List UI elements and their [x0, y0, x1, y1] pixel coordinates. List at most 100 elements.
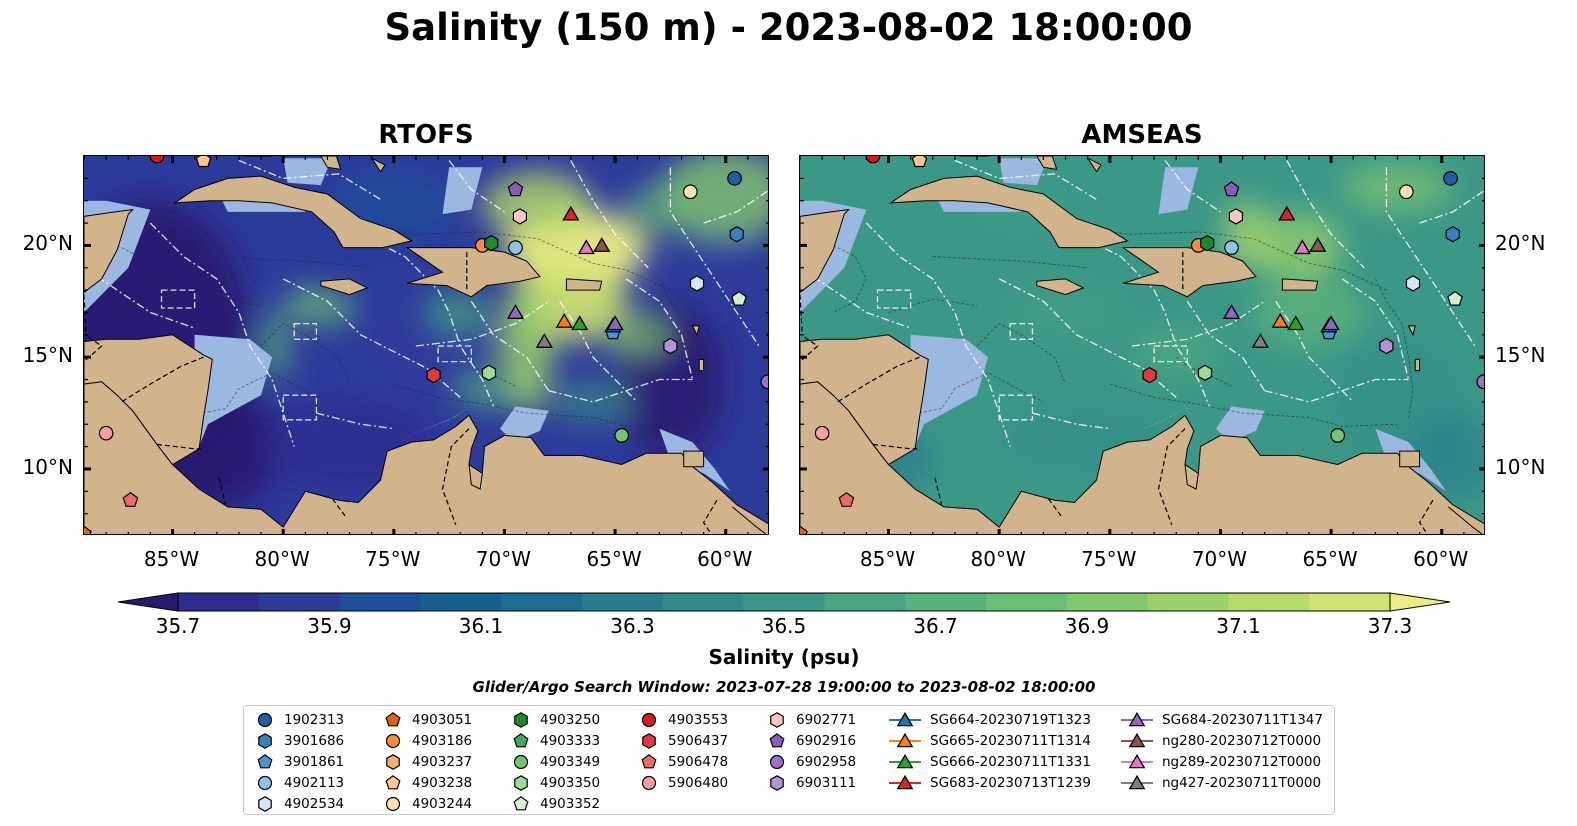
legend-item: 5906437 [638, 730, 728, 751]
land-polygon [800, 208, 851, 294]
legend-marker-icon [385, 733, 401, 748]
country-border [218, 477, 227, 505]
colorbar-extend-low [118, 592, 179, 612]
legend-marker-icon [770, 774, 784, 791]
legend-item: 3901861 [254, 751, 344, 772]
legend-label: 4903349 [540, 753, 601, 770]
legend-label: 4903553 [668, 711, 729, 728]
marker-4903553 [149, 156, 165, 164]
eez-boundary [1186, 300, 1266, 392]
legend-item: 4902534 [254, 793, 344, 814]
eez-boundary [1341, 278, 1410, 380]
legend-item: 4903553 [638, 709, 728, 730]
eez-boundary [998, 394, 1034, 421]
legend-item: 4903237 [382, 751, 472, 772]
marker-1902313 [727, 171, 742, 186]
legend-item: 4902113 [254, 772, 344, 793]
shelf-area [194, 334, 273, 447]
marker-4903350 [1197, 364, 1213, 381]
legend-label: 5906437 [668, 732, 729, 749]
lon-tick-label: 85°W [143, 547, 200, 571]
legend-item: 4903244 [382, 793, 472, 814]
marker-5906437 [1142, 366, 1157, 384]
legend-marker-icon [769, 754, 785, 769]
colorbar-tick-label: 35.7 [155, 614, 201, 638]
coastline [1448, 506, 1482, 534]
legend-marker-icon [1121, 753, 1153, 768]
colorbar-segment [582, 593, 664, 611]
legend-item: SG665-20230711T1314 [888, 730, 1091, 751]
lat-tick-label: 20°N [1495, 231, 1546, 256]
marker-4902534 [1405, 275, 1421, 292]
panel-title-rtofs: RTOFS [378, 120, 474, 150]
land-polygon [405, 247, 541, 298]
marker-6903111 [1379, 337, 1394, 355]
legend-item: SG683-20230713T1239 [888, 772, 1091, 793]
marker-5906437 [426, 366, 441, 384]
legend-item: 6902771 [766, 709, 856, 730]
legend-item: SG666-20230711T1331 [888, 751, 1091, 772]
lon-tick-label: 60°W [1413, 547, 1469, 571]
legend-label: 4903238 [412, 774, 473, 791]
legend-label: ng289-20230712T0000 [1162, 753, 1322, 770]
marker-4903238 [911, 156, 928, 168]
marker-SG665-20230711T1314 [1271, 313, 1289, 328]
marker-4903352 [731, 290, 747, 306]
legend-label: SG664-20230719T1323 [930, 711, 1091, 728]
legend-item: 4903333 [510, 730, 600, 751]
legend-marker-icon [514, 711, 528, 728]
map-canvas [800, 156, 1484, 534]
legend-marker-icon [258, 795, 272, 812]
country-border [1047, 497, 1062, 517]
colorbar-segment [824, 593, 906, 611]
marker-ng280-20230712T0000 [593, 237, 611, 252]
country-border [934, 477, 943, 505]
salinity-anomaly [1010, 290, 1121, 335]
marker-3901686 [1445, 226, 1460, 243]
legend-label: 4903237 [412, 753, 473, 770]
marker-6902771 [512, 208, 527, 225]
marker-4903352 [1447, 290, 1463, 306]
salinity-anomaly [427, 290, 494, 335]
legend: 1902313 3901686 3901861 4902113 4902534 49030… [243, 705, 1335, 815]
eez-boundary [1286, 160, 1365, 269]
land-polygon [800, 381, 1484, 534]
legend-item: 6902916 [766, 730, 856, 751]
lon-tick-label: 75°W [1081, 547, 1137, 571]
marker-4903244 [682, 184, 698, 200]
colorbar-segment [1147, 593, 1229, 611]
map-panel-rtofs [83, 155, 769, 535]
eez-boundary [570, 160, 649, 269]
colorbar-segment [743, 593, 825, 611]
legend-marker-icon [889, 774, 921, 789]
land-polygon [370, 156, 386, 173]
legend-marker-icon [889, 711, 921, 726]
marker-4903238 [195, 156, 212, 168]
legend-label: SG684-20230711T1347 [1162, 711, 1323, 728]
lat-tick-label: 15°N [22, 343, 73, 368]
legend-marker-icon [513, 795, 529, 810]
eez-boundary [160, 289, 196, 309]
legend-item: 5906478 [638, 751, 728, 772]
land-polygon [1036, 278, 1085, 296]
marker-4903051 [800, 525, 808, 534]
marker-5906480 [98, 425, 114, 441]
lon-tick-label: 60°W [697, 547, 753, 571]
colorbar [118, 592, 1450, 612]
marker-ng427-20230711T0000 [1251, 333, 1269, 348]
colorbar-segment [1066, 593, 1149, 611]
marker-4903349 [614, 428, 630, 443]
legend-marker-icon [385, 711, 401, 726]
colorbar-tick-label: 37.3 [1367, 614, 1413, 638]
colorbar-tick-label: 36.3 [610, 614, 655, 638]
legend-label: 4902534 [284, 795, 345, 812]
lon-tick-label: 85°W [859, 547, 916, 571]
shelf-area [1216, 406, 1265, 443]
legend-item: 4903350 [510, 772, 600, 793]
salinity-anomaly [1131, 330, 1221, 376]
eez-boundary [1419, 190, 1484, 224]
legend-label: 6903111 [796, 774, 857, 791]
legend-item: 4903349 [510, 751, 600, 772]
lon-tick-label: 80°W [970, 547, 1026, 571]
land-polygon [698, 358, 705, 372]
